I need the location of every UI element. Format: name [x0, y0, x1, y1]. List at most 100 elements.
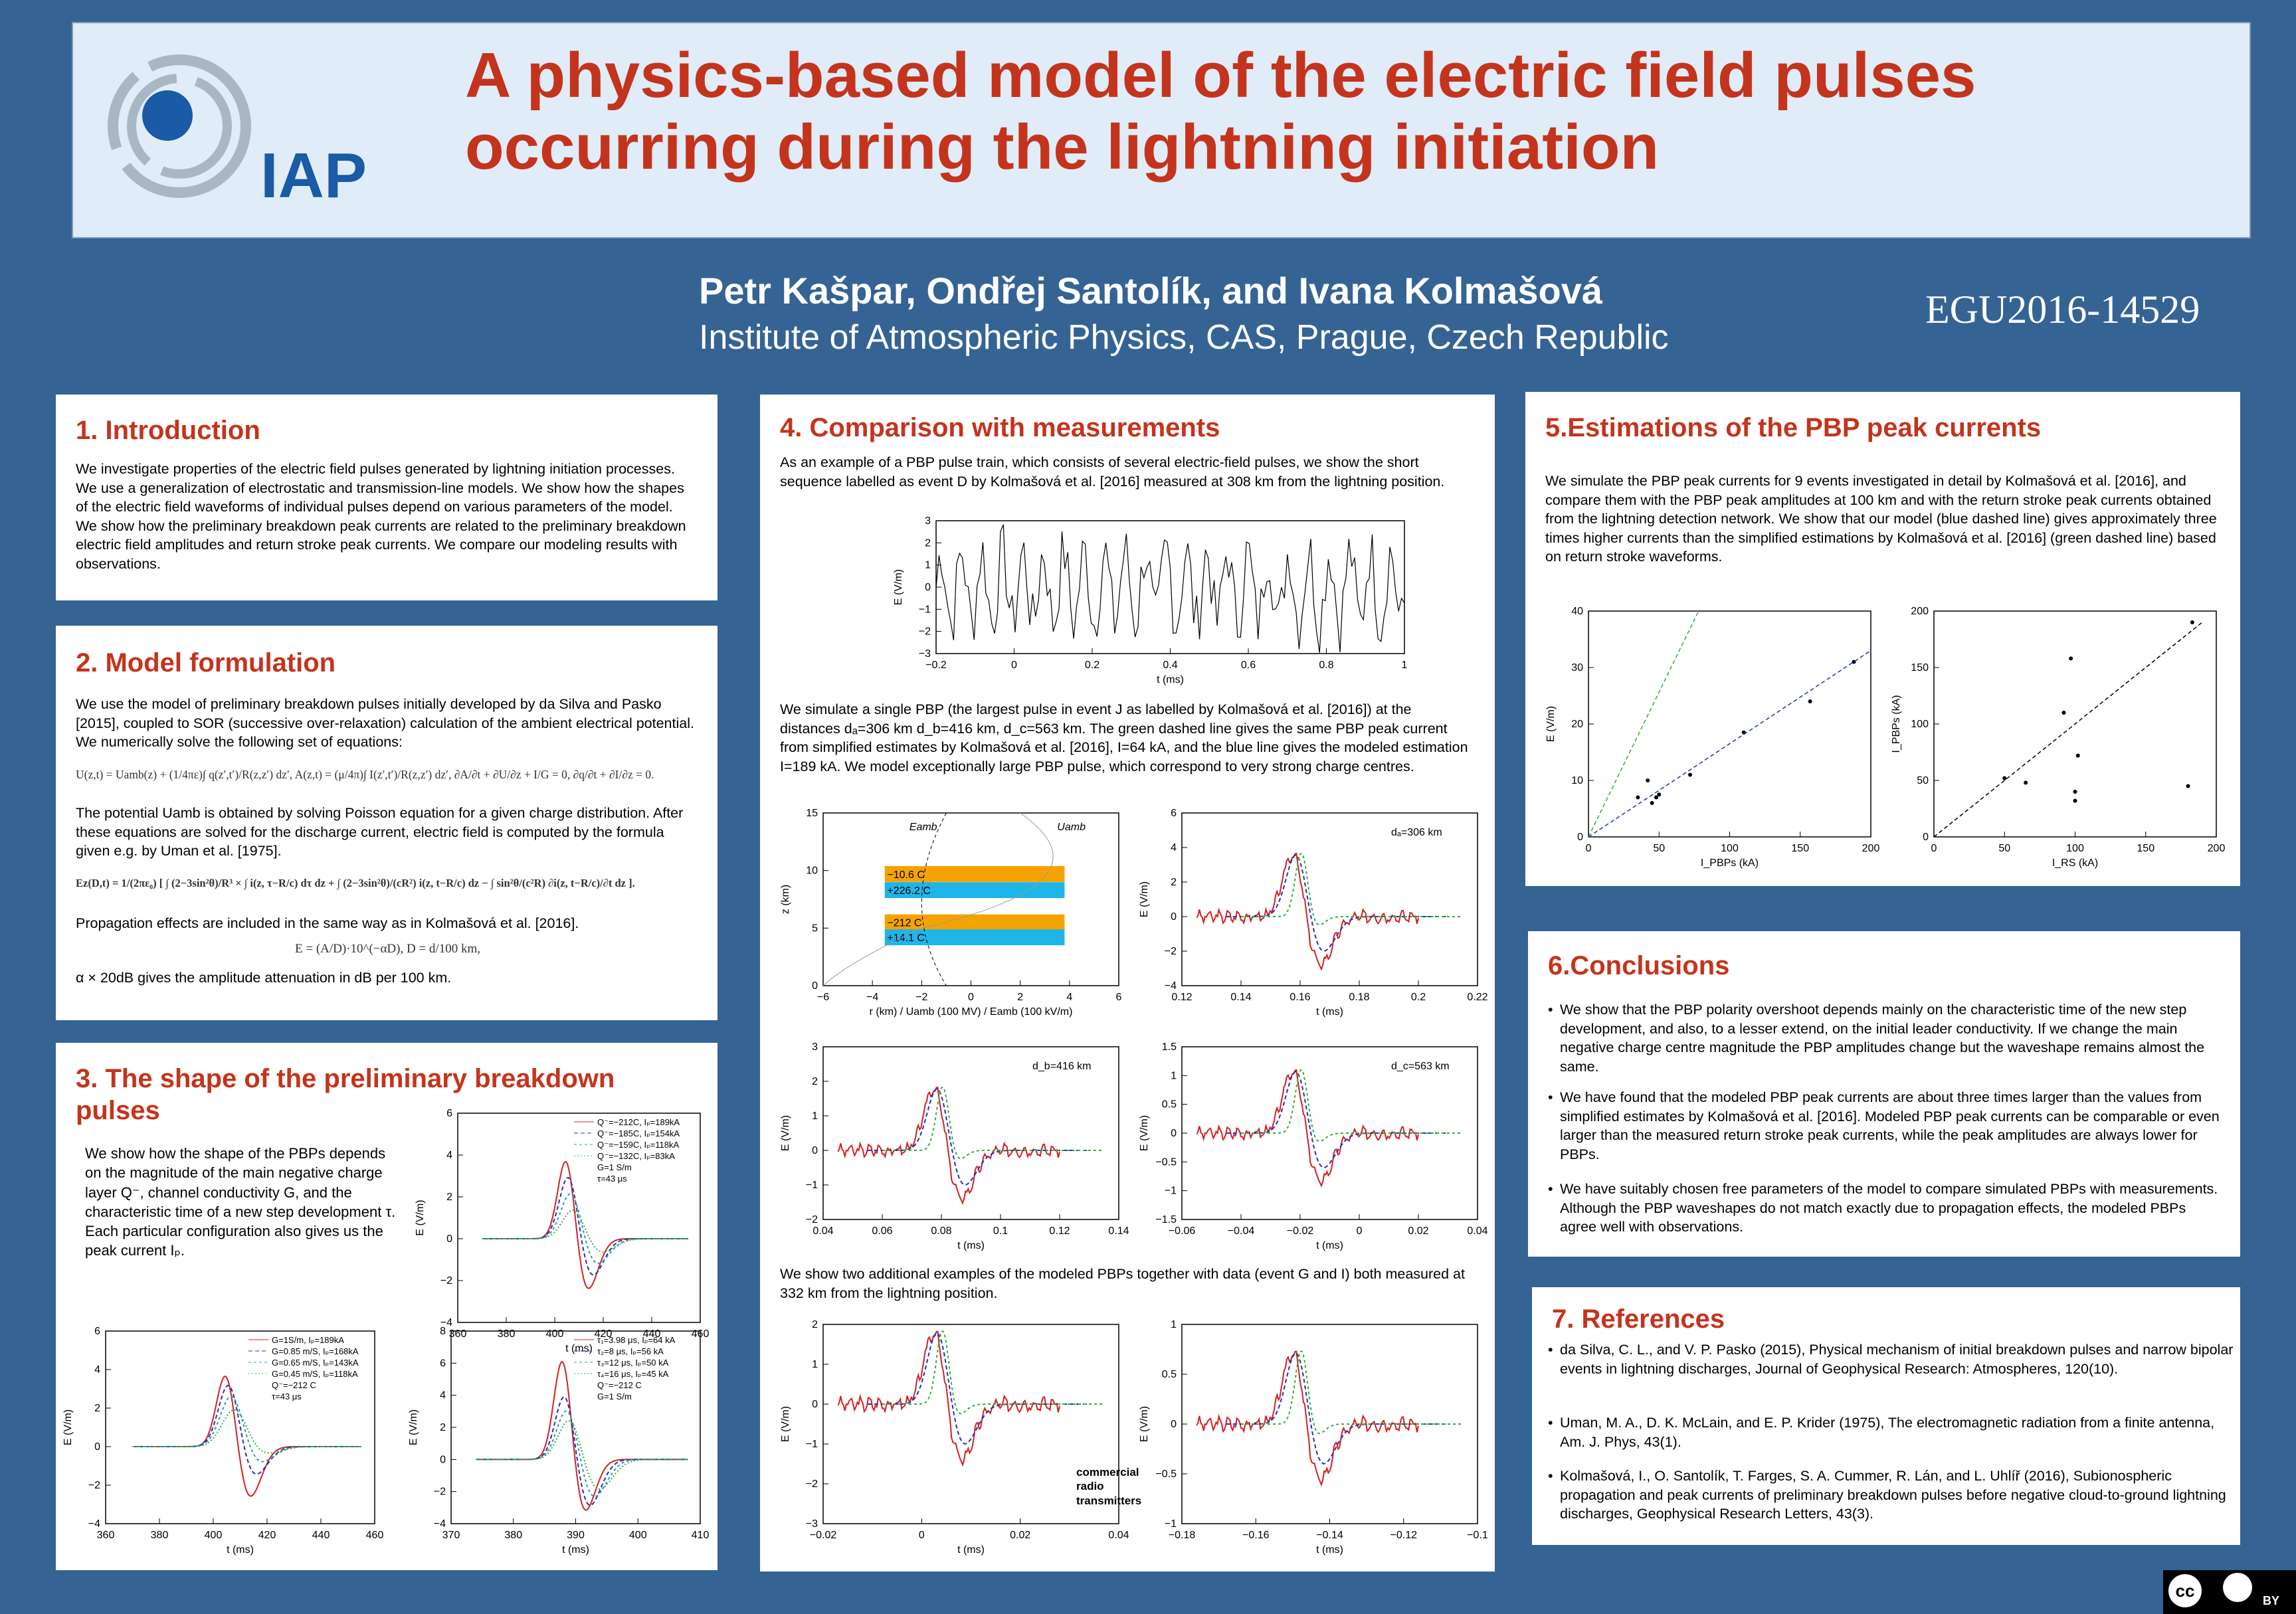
- x-axis-label: t (ms): [1316, 1240, 1343, 1251]
- y-tick-label: 3: [925, 515, 931, 527]
- cc-license-badge: cc BY: [2163, 1570, 2296, 1614]
- legend-entry: G=1 S/m: [597, 1162, 632, 1172]
- x-tick-label: 400: [629, 1530, 647, 1541]
- x-tick-label: −0.18: [1169, 1530, 1196, 1541]
- y-tick-label: 1: [812, 1111, 818, 1122]
- cc-icon: cc: [2168, 1574, 2202, 1607]
- x-tick-label: 360: [97, 1530, 115, 1541]
- x-tick-label: 440: [312, 1530, 330, 1541]
- legend-entry: G=0.65 m/S, Iₚ=143kA: [272, 1358, 359, 1368]
- y-tick-label: −3: [806, 1518, 818, 1530]
- data-point: [1636, 795, 1640, 800]
- data-point: [1654, 795, 1658, 800]
- x-tick-label: 400: [205, 1530, 223, 1541]
- section-title: 5.Estimations of the PBP peak currents: [1545, 413, 2042, 442]
- model-text-1: We use the model of preliminary breakdow…: [76, 696, 694, 751]
- x-tick-label: −0.14: [1316, 1530, 1343, 1541]
- legend-entry: Q⁻=−212C, Iₚ=189kA: [597, 1117, 680, 1127]
- data-point: [2024, 780, 2028, 785]
- y-axis-label: E (V/m): [1545, 706, 1557, 742]
- plot-frame: [1588, 610, 1871, 838]
- title-line-2: occurring during the lightning initiatio…: [465, 111, 1660, 183]
- x-axis-label: I_PBPs (kA): [1701, 857, 1759, 869]
- y-tick-label: −2: [1165, 946, 1177, 957]
- plot-frame: [822, 1324, 1119, 1524]
- y-tick-label: 10: [1571, 775, 1583, 786]
- y-axis-label: E (V/m): [1139, 1115, 1150, 1151]
- y-axis-label: E (V/m): [893, 569, 904, 605]
- x-tick-label: 50: [1998, 843, 2010, 854]
- y-tick-label: 4: [446, 1150, 452, 1161]
- data-point: [2186, 784, 2190, 788]
- y-axis-label: E (V/m): [1139, 1406, 1150, 1442]
- y-tick-label: 2: [446, 1192, 452, 1203]
- conclusion-item: We have suitably chosen free parameters …: [1548, 1180, 2224, 1237]
- section-title: 4. Comparison with measurements: [780, 413, 1220, 442]
- y-tick-label: 0: [1171, 911, 1177, 923]
- x-tick-label: 380: [504, 1530, 522, 1541]
- y-tick-label: 100: [1911, 719, 1929, 730]
- legend-entry: G=1S/m, Iₚ=189kA: [272, 1335, 344, 1345]
- y-tick-label: 15: [806, 808, 818, 819]
- chart-event-g: −0.02 0 0.02 0.04 −3 −2 −1 0 1 2 t (ms) E (V/m): [780, 1319, 1129, 1556]
- chart-field-vs-current: 0 50 100 150 200 0 10 20 30 40 I_PBPs (kA) E (V/m): [1545, 606, 1879, 869]
- y-axis-label: E (V/m): [1139, 881, 1150, 917]
- institution: Institute of Atmospheric Physics, CAS, P…: [699, 318, 1669, 357]
- estimate-signal: [1241, 1069, 1463, 1142]
- chart-distance-c: −0.06 −0.04 −0.02 0 0.02 0.04 −1.5 −1 −0.5 0 0.5 1 1…: [1139, 1041, 1488, 1251]
- x-tick-label: 0.12: [1171, 992, 1192, 1003]
- y-tick-label: 0: [446, 1233, 452, 1245]
- section-estimations: 5.Estimations of the PBP peak currents W…: [1525, 392, 2240, 886]
- x-axis-label: t (ms): [1157, 674, 1184, 685]
- x-tick-label: 0: [968, 992, 974, 1003]
- y-tick-label: 0: [1171, 1128, 1177, 1139]
- y-tick-label: −1: [1165, 1518, 1177, 1530]
- y-tick-label: 150: [1911, 662, 1929, 673]
- plot-frame: [822, 812, 1119, 986]
- distance-label: dₐ=306 km: [1391, 827, 1442, 838]
- legend-entry: G=0.85 m/S, Iₚ=168kA: [272, 1346, 359, 1356]
- section-shape: 3. The shape of the preliminary breakdow…: [56, 1043, 718, 1570]
- series-line: [132, 1395, 361, 1463]
- reference-item: Kolmašová, I., O. Santolík, T. Farges, S…: [1548, 1467, 2235, 1524]
- y-tick-label: −1: [806, 1180, 818, 1191]
- legend-entry: G=0.45 m/S, Iₚ=118kA: [272, 1369, 358, 1379]
- section-model: 2. Model formulation We use the model of…: [56, 626, 718, 1020]
- y-tick-label: 0: [812, 980, 818, 992]
- measured-signal: [1196, 1069, 1419, 1188]
- y-tick-label: 5: [812, 923, 818, 934]
- x-tick-label: 6: [1116, 992, 1122, 1003]
- data-point: [2190, 620, 2194, 624]
- section-title: 2. Model formulation: [76, 648, 336, 677]
- x-tick-label: 0.4: [1163, 660, 1177, 671]
- y-tick-label: 30: [1571, 662, 1583, 673]
- x-axis-label: I_RS (kA): [2052, 857, 2098, 869]
- data-point: [1808, 699, 1812, 703]
- model-text-3: Propagation effects are included in the …: [76, 915, 579, 931]
- y-axis-label: I_PBPs (kA): [1891, 695, 1902, 753]
- x-tick-label: 0.1: [993, 1225, 1008, 1237]
- chart-event-i: −0.18 −0.16 −0.14 −0.12 −0.1 −1 −0.5 0 0.5 1 t (ms…: [1139, 1319, 1488, 1556]
- x-axis-label: t (ms): [1316, 1544, 1343, 1556]
- x-tick-label: 380: [151, 1530, 169, 1541]
- legend-entry: G=1 S/m: [597, 1391, 632, 1401]
- x-tick-label: −0.12: [1390, 1530, 1418, 1541]
- y-tick-label: 0: [1577, 832, 1583, 843]
- y-tick-label: −1: [1165, 1186, 1177, 1197]
- y-tick-label: −4: [1165, 980, 1177, 992]
- data-point: [1646, 778, 1650, 782]
- reference-item: da Silva, C. L., and V. P. Pasko (2015),…: [1548, 1340, 2235, 1378]
- by-label: BY: [2263, 1594, 2280, 1607]
- data-point: [2002, 776, 2007, 780]
- data-point: [1650, 801, 1654, 805]
- charge-layer: [884, 929, 1065, 946]
- y-tick-label: 40: [1571, 606, 1583, 617]
- x-axis-label: t (ms): [957, 1544, 985, 1556]
- measured-signal: [935, 524, 1405, 653]
- y-tick-label: 2: [812, 1076, 818, 1087]
- y-tick-label: 2: [1171, 877, 1177, 888]
- x-tick-label: 0.08: [931, 1225, 951, 1237]
- x-tick-label: −0.06: [1169, 1225, 1196, 1237]
- y-tick-label: −4: [88, 1518, 100, 1530]
- model-fit-line: [1588, 650, 1871, 838]
